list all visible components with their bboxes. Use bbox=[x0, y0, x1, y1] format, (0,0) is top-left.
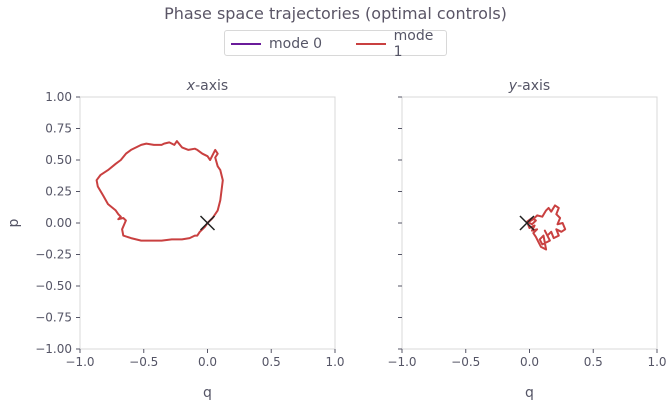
panel-title-suffix-x: -axis bbox=[195, 78, 228, 94]
panel-title-var-x: x bbox=[186, 78, 196, 94]
y-tick-label-x-5: 0.25 bbox=[45, 185, 72, 199]
y-tick-label-x-6: 0.50 bbox=[45, 153, 72, 167]
x-tick-label-x-1: −0.5 bbox=[129, 355, 158, 369]
panel-title-var-y: y bbox=[508, 78, 518, 94]
y-tick-label-x-3: −0.25 bbox=[35, 248, 72, 262]
x-tick-label-x-3: 0.5 bbox=[262, 355, 281, 369]
y-tick-label-x-1: −0.75 bbox=[35, 311, 72, 325]
panel-title-x: x-axis bbox=[186, 78, 228, 94]
legend: mode 0 mode 1 bbox=[224, 28, 447, 60]
x-axis-label-x: q bbox=[203, 385, 212, 401]
x-tick-label-y-4: 1.0 bbox=[647, 355, 666, 369]
start-marker-x-b bbox=[199, 215, 216, 231]
legend-swatch-mode-1 bbox=[356, 43, 386, 45]
y-tick-label-x-4: 0.00 bbox=[45, 216, 72, 230]
legend-label-mode-0: mode 0 bbox=[269, 36, 323, 52]
y-tick-label-x-2: −0.50 bbox=[35, 279, 72, 293]
y-tick-label-x-0: −1.00 bbox=[35, 342, 72, 356]
trajectory-y-mode-1 bbox=[526, 204, 567, 251]
chart-title: Phase space trajectories (optimal contro… bbox=[164, 4, 507, 23]
x-tick-label-x-0: −1.0 bbox=[65, 355, 94, 369]
start-marker-y-b bbox=[519, 215, 535, 231]
x-tick-label-y-3: 0.5 bbox=[584, 355, 603, 369]
legend-label-mode-1: mode 1 bbox=[393, 28, 434, 60]
panel-title-y: y-axis bbox=[508, 78, 550, 94]
legend-swatch-mode-0 bbox=[231, 43, 261, 45]
x-tick-label-x-2: 0.0 bbox=[198, 355, 217, 369]
y-axis-label-x: p bbox=[6, 218, 22, 227]
x-axis-label-y: q bbox=[525, 385, 534, 401]
x-tick-label-x-4: 1.0 bbox=[325, 355, 344, 369]
legend-item-mode-0: mode 0 bbox=[231, 35, 322, 53]
x-tick-label-y-2: 0.0 bbox=[520, 355, 539, 369]
y-tick-label-x-7: 0.75 bbox=[45, 122, 72, 136]
x-tick-label-y-0: −1.0 bbox=[387, 355, 416, 369]
y-tick-label-x-8: 1.00 bbox=[45, 90, 72, 104]
x-tick-label-y-1: −0.5 bbox=[451, 355, 480, 369]
trajectory-x-mode-1 bbox=[95, 140, 224, 242]
legend-item-mode-1: mode 1 bbox=[356, 28, 446, 60]
panel-title-suffix-y: -axis bbox=[517, 78, 550, 94]
